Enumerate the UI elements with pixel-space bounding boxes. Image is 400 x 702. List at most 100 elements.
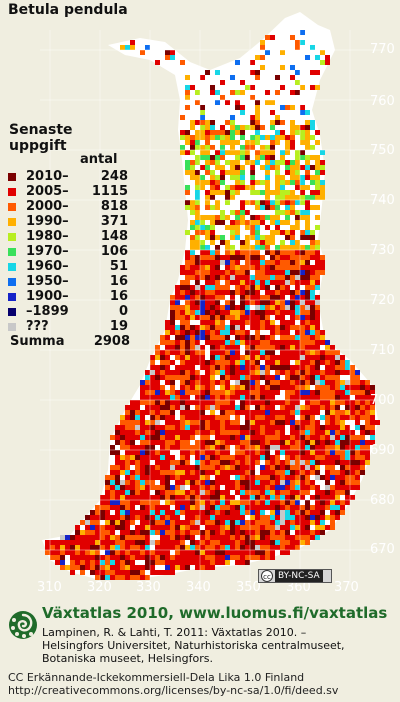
observation-cell bbox=[270, 415, 275, 420]
observation-cell bbox=[295, 260, 300, 265]
observation-cell bbox=[310, 365, 315, 370]
atlas-title-link[interactable]: Växtatlas 2010, www.luomus.fi/vaxtatlas bbox=[42, 604, 388, 622]
observation-cell bbox=[260, 145, 265, 150]
observation-cell bbox=[180, 415, 185, 420]
cc-license-badge[interactable]: cc BY-NC-SA bbox=[258, 569, 332, 583]
observation-cell bbox=[165, 350, 170, 355]
observation-cell bbox=[230, 470, 235, 475]
legend-swatch bbox=[8, 188, 16, 196]
observation-cell bbox=[300, 155, 305, 160]
observation-cell bbox=[300, 305, 305, 310]
observation-cell bbox=[245, 200, 250, 205]
observation-cell bbox=[245, 490, 250, 495]
observation-cell bbox=[220, 350, 225, 355]
observation-cell bbox=[300, 350, 305, 355]
observation-cell bbox=[285, 450, 290, 455]
observation-cell bbox=[175, 515, 180, 520]
observation-cell bbox=[310, 155, 315, 160]
observation-cell bbox=[285, 145, 290, 150]
observation-cell bbox=[270, 365, 275, 370]
observation-cell bbox=[290, 240, 295, 245]
observation-cell bbox=[280, 450, 285, 455]
observation-cell bbox=[215, 420, 220, 425]
observation-cell bbox=[250, 255, 255, 260]
observation-cell bbox=[170, 495, 175, 500]
observation-cell bbox=[235, 375, 240, 380]
observation-cell bbox=[295, 360, 300, 365]
observation-cell bbox=[270, 485, 275, 490]
observation-cell bbox=[60, 535, 65, 540]
observation-cell bbox=[290, 275, 295, 280]
x-axis-tick: 360 bbox=[286, 580, 311, 595]
observation-cell bbox=[310, 180, 315, 185]
observation-cell bbox=[295, 330, 300, 335]
observation-cell bbox=[180, 555, 185, 560]
observation-cell bbox=[340, 390, 345, 395]
observation-cell bbox=[165, 525, 170, 530]
observation-cell bbox=[295, 200, 300, 205]
observation-cell bbox=[210, 125, 215, 130]
observation-cell bbox=[250, 420, 255, 425]
observation-cell bbox=[230, 245, 235, 250]
observation-cell bbox=[325, 505, 330, 510]
observation-cell bbox=[60, 555, 65, 560]
observation-cell bbox=[200, 265, 205, 270]
observation-cell bbox=[145, 430, 150, 435]
observation-cell bbox=[265, 355, 270, 360]
observation-cell bbox=[195, 200, 200, 205]
observation-cell bbox=[305, 540, 310, 545]
observation-cell bbox=[270, 400, 275, 405]
observation-cell bbox=[290, 485, 295, 490]
observation-cell bbox=[310, 445, 315, 450]
observation-cell bbox=[135, 575, 140, 580]
observation-cell bbox=[210, 375, 215, 380]
observation-cell bbox=[125, 560, 130, 565]
observation-cell bbox=[265, 535, 270, 540]
observation-cell bbox=[350, 375, 355, 380]
observation-cell bbox=[330, 430, 335, 435]
observation-cell bbox=[225, 140, 230, 145]
observation-cell bbox=[270, 150, 275, 155]
observation-cell bbox=[275, 355, 280, 360]
observation-cell bbox=[265, 50, 270, 55]
observation-cell bbox=[200, 315, 205, 320]
observation-cell bbox=[210, 185, 215, 190]
observation-cell bbox=[325, 480, 330, 485]
license-url-link[interactable]: http://creativecommons.org/licenses/by-n… bbox=[8, 684, 339, 697]
observation-cell bbox=[320, 490, 325, 495]
observation-cell bbox=[350, 470, 355, 475]
observation-cell bbox=[330, 355, 335, 360]
observation-cell bbox=[305, 175, 310, 180]
observation-cell bbox=[335, 405, 340, 410]
observation-cell bbox=[275, 135, 280, 140]
observation-cell bbox=[290, 520, 295, 525]
observation-cell bbox=[120, 525, 125, 530]
observation-cell bbox=[280, 500, 285, 505]
observation-cell bbox=[205, 205, 210, 210]
observation-cell bbox=[225, 450, 230, 455]
observation-cell bbox=[270, 145, 275, 150]
observation-cell bbox=[210, 405, 215, 410]
observation-cell bbox=[285, 105, 290, 110]
observation-cell bbox=[275, 310, 280, 315]
observation-cell bbox=[290, 290, 295, 295]
observation-cell bbox=[170, 300, 175, 305]
observation-cell bbox=[325, 405, 330, 410]
observation-cell bbox=[140, 490, 145, 495]
observation-cell bbox=[370, 420, 375, 425]
observation-cell bbox=[150, 380, 155, 385]
observation-cell bbox=[300, 245, 305, 250]
observation-cell bbox=[250, 325, 255, 330]
observation-cell bbox=[90, 520, 95, 525]
observation-cell bbox=[105, 515, 110, 520]
observation-cell bbox=[280, 150, 285, 155]
observation-cell bbox=[155, 500, 160, 505]
observation-cell bbox=[225, 485, 230, 490]
observation-cell bbox=[175, 335, 180, 340]
observation-cell bbox=[290, 75, 295, 80]
observation-cell bbox=[260, 475, 265, 480]
observation-cell bbox=[160, 340, 165, 345]
observation-cell bbox=[235, 520, 240, 525]
observation-cell bbox=[305, 385, 310, 390]
observation-cell bbox=[315, 175, 320, 180]
